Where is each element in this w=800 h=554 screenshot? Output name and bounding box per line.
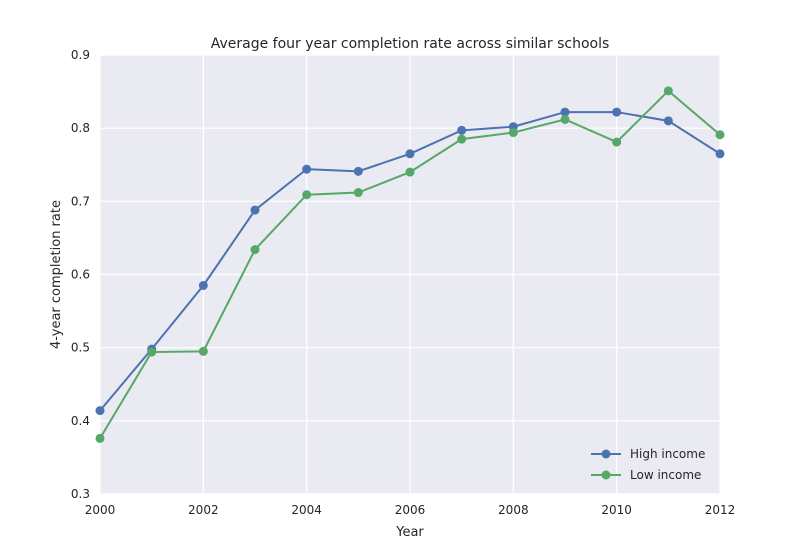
data-point-high-income xyxy=(95,406,105,416)
data-point-low-income xyxy=(663,86,673,96)
y-tick-label: 0.9 xyxy=(71,48,90,62)
legend-item-high-income: High income xyxy=(591,447,705,461)
series-group xyxy=(95,86,725,443)
x-tick-label: 2004 xyxy=(291,503,322,517)
data-point-low-income xyxy=(457,134,467,144)
chart-title: Average four year completion rate across… xyxy=(211,36,610,52)
data-point-low-income xyxy=(198,346,208,356)
legend-label: High income xyxy=(630,447,705,461)
x-tick-label: 2012 xyxy=(705,503,736,517)
data-point-low-income xyxy=(612,137,622,147)
data-point-high-income xyxy=(612,107,622,117)
data-point-low-income xyxy=(560,114,570,124)
data-point-low-income xyxy=(715,130,725,140)
legend-swatch-marker xyxy=(601,470,611,480)
data-point-high-income xyxy=(198,280,208,290)
legend-item-low-income: Low income xyxy=(591,468,701,482)
data-point-high-income xyxy=(715,149,725,159)
data-point-low-income xyxy=(405,167,415,177)
x-axis-label: Year xyxy=(395,525,424,540)
y-tick-label: 0.3 xyxy=(71,487,90,501)
data-point-low-income xyxy=(250,245,260,255)
x-tick-labels: 2000 2002 2004 2006 2008 2010 2012 xyxy=(85,503,736,517)
legend-label: Low income xyxy=(630,468,701,482)
x-tick-label: 2002 xyxy=(188,503,219,517)
grid xyxy=(99,54,721,495)
y-tick-label: 0.4 xyxy=(71,414,90,428)
data-point-high-income xyxy=(302,164,312,174)
y-tick-label: 0.6 xyxy=(71,268,90,282)
y-tick-label: 0.8 xyxy=(71,121,90,135)
series-low-income xyxy=(95,86,725,443)
legend-swatch-marker xyxy=(601,449,611,459)
x-tick-label: 2006 xyxy=(395,503,426,517)
y-tick-labels: 0.3 0.4 0.5 0.6 0.7 0.8 0.9 xyxy=(71,48,90,501)
data-point-high-income xyxy=(560,107,570,117)
data-point-high-income xyxy=(457,125,467,135)
x-tick-label: 2000 xyxy=(85,503,116,517)
data-point-high-income xyxy=(353,166,363,176)
data-point-high-income xyxy=(250,205,260,215)
data-point-low-income xyxy=(147,347,157,357)
y-axis-label: 4-year completion rate xyxy=(49,200,64,349)
y-tick-label: 0.5 xyxy=(71,341,90,355)
legend: High income Low income xyxy=(591,447,705,482)
x-tick-label: 2008 xyxy=(498,503,529,517)
y-tick-label: 0.7 xyxy=(71,194,90,208)
data-point-low-income xyxy=(302,190,312,200)
x-tick-label: 2010 xyxy=(601,503,632,517)
data-point-high-income xyxy=(663,116,673,126)
series-high-income xyxy=(95,107,725,416)
data-point-low-income xyxy=(508,128,518,138)
data-point-low-income xyxy=(95,433,105,443)
data-point-low-income xyxy=(353,188,363,198)
data-point-high-income xyxy=(405,149,415,159)
